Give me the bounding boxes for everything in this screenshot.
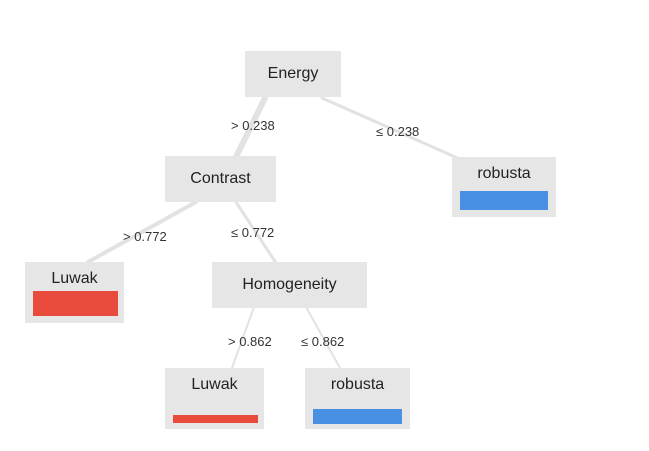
edge-label-energy-gt: > 0.238 xyxy=(231,118,275,133)
edge-label-contrast-le: ≤ 0.772 xyxy=(231,225,275,240)
leaf-robusta-top-bar xyxy=(460,191,548,210)
edge-contrast-luwak xyxy=(86,200,198,264)
node-energy[interactable]: Energy xyxy=(245,51,341,97)
leaf-robusta-top[interactable]: robusta xyxy=(452,157,556,217)
edge-energy-contrast xyxy=(233,95,268,160)
edge-label-homogeneity-gt: > 0.862 xyxy=(228,334,272,349)
leaf-luwak-bottom[interactable]: Luwak xyxy=(165,368,264,429)
node-contrast[interactable]: Contrast xyxy=(165,156,276,202)
leaf-luwak-bottom-label: Luwak xyxy=(191,376,238,393)
edge-homogeneity-robusta xyxy=(305,306,341,369)
leaf-robusta-top-label: robusta xyxy=(477,165,531,182)
leaf-luwak-left[interactable]: Luwak xyxy=(25,262,124,323)
leaf-robusta-bottom[interactable]: robusta xyxy=(305,368,410,429)
leaf-robusta-bottom-label: robusta xyxy=(330,376,385,393)
node-contrast-label: Contrast xyxy=(190,170,251,187)
edge-homogeneity-luwak xyxy=(231,306,255,369)
node-homogeneity-label: Homogeneity xyxy=(242,276,337,293)
leaf-robusta-bottom-bar xyxy=(313,409,402,424)
node-homogeneity[interactable]: Homogeneity xyxy=(212,262,367,308)
edge-label-homogeneity-le: ≤ 0.862 xyxy=(301,334,345,349)
leaf-luwak-bottom-bar xyxy=(173,415,258,423)
node-energy-label: Energy xyxy=(267,65,319,82)
leaf-luwak-left-label: Luwak xyxy=(51,270,98,287)
edge-contrast-homogeneity xyxy=(234,200,278,265)
edge-label-contrast-gt: > 0.772 xyxy=(123,229,167,244)
edge-energy-robusta xyxy=(320,96,464,162)
edge-label-energy-le: ≤ 0.238 xyxy=(376,124,420,139)
leaf-luwak-left-bar xyxy=(33,291,118,316)
